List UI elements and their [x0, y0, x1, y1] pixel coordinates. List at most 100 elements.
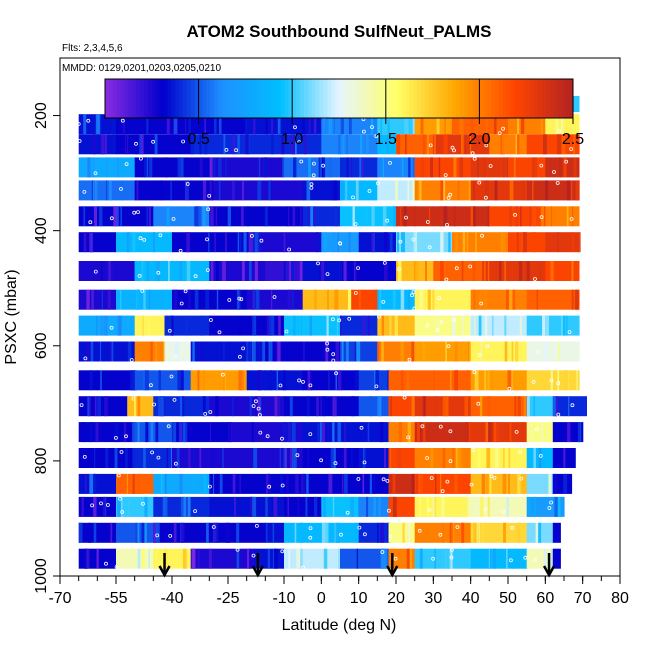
heatmap-streak	[142, 134, 144, 155]
heatmap-streak	[218, 114, 222, 135]
sample-point	[203, 411, 208, 416]
heatmap-streak	[225, 232, 227, 253]
heatmap-streak	[276, 370, 278, 391]
heatmap-streak	[126, 473, 128, 494]
heatmap-streak	[142, 315, 144, 336]
heatmap-streak	[377, 341, 380, 362]
heatmap-cell	[116, 473, 154, 494]
heatmap-streak	[545, 180, 549, 201]
sample-point	[309, 182, 314, 187]
heatmap-streak	[508, 473, 510, 494]
heatmap-streak	[378, 496, 381, 517]
heatmap-cell	[552, 473, 573, 494]
colorbar-segment	[436, 79, 441, 118]
heatmap-streak	[166, 448, 169, 468]
heatmap-streak	[291, 261, 294, 281]
heatmap-streak	[183, 496, 187, 517]
heatmap-streak	[561, 134, 566, 155]
heatmap-streak	[443, 180, 446, 201]
heatmap-streak	[180, 370, 184, 391]
heatmap-streak	[488, 422, 490, 443]
heatmap-streak	[164, 157, 168, 178]
sample-point	[492, 475, 497, 480]
heatmap-streak	[384, 448, 386, 468]
heatmap-streak	[342, 134, 345, 155]
colorbar-segment	[264, 79, 270, 118]
heatmap-streak	[366, 206, 368, 227]
heatmap-streak	[120, 289, 122, 310]
colorbar-segment	[229, 79, 235, 118]
heatmap-cell	[78, 232, 117, 253]
sample-point	[334, 371, 339, 376]
heatmap-streak	[408, 157, 411, 178]
heatmap-streak	[504, 341, 508, 362]
heatmap-streak	[219, 473, 223, 494]
sample-point	[124, 162, 129, 167]
heatmap-streak	[333, 180, 337, 201]
heatmap-streak	[488, 473, 492, 494]
colorbar-segment	[116, 79, 122, 118]
heatmap-streak	[389, 232, 393, 253]
heatmap-streak	[521, 232, 524, 253]
heatmap-cell	[433, 261, 490, 281]
heatmap-streak	[450, 370, 452, 391]
heatmap-cell	[526, 422, 554, 443]
sample-point	[330, 317, 335, 322]
heatmap-streak	[419, 496, 422, 517]
heatmap-streak	[330, 180, 335, 201]
heatmap-streak	[549, 341, 554, 362]
heatmap-streak	[344, 473, 348, 494]
sample-point	[156, 270, 161, 275]
heatmap-streak	[127, 134, 129, 155]
heatmap-streak	[522, 232, 527, 253]
heatmap-streak	[292, 448, 295, 468]
heatmap-streak	[380, 548, 383, 569]
sample-point	[388, 534, 393, 539]
heatmap-streak	[413, 232, 416, 253]
sample-point	[193, 509, 198, 514]
sample-point	[193, 274, 198, 279]
heatmap-streak	[340, 180, 345, 201]
heatmap-streak	[533, 341, 536, 362]
sample-point	[377, 314, 381, 319]
heatmap-streak	[454, 370, 458, 391]
heatmap-streak	[277, 396, 280, 417]
heatmap-streak	[394, 315, 398, 336]
heatmap-cell	[452, 232, 509, 253]
heatmap-cell	[302, 370, 360, 391]
sample-point	[446, 344, 451, 349]
colorbar-segment	[241, 79, 246, 118]
heatmap-streak	[146, 206, 148, 227]
sample-point	[235, 547, 240, 552]
heatmap-streak	[96, 370, 99, 391]
heatmap-streak	[87, 522, 92, 543]
sample-point	[141, 501, 145, 506]
heatmap-streak	[245, 134, 249, 155]
sample-point	[410, 293, 414, 298]
heatmap-streak	[461, 522, 465, 543]
heatmap-streak	[173, 289, 178, 310]
heatmap-streak	[254, 261, 258, 281]
heatmap-streak	[444, 114, 446, 135]
heatmap-streak	[237, 232, 240, 253]
heatmap-streak	[296, 548, 301, 569]
sample-point	[249, 233, 254, 238]
heatmap-streak	[224, 370, 226, 391]
heatmap-streak	[515, 134, 517, 155]
heatmap-streak	[148, 315, 150, 336]
sample-point	[351, 195, 355, 200]
heatmap-streak	[106, 180, 108, 201]
heatmap-streak	[533, 396, 535, 417]
heatmap-streak	[153, 232, 155, 253]
heatmap-streak	[94, 473, 97, 494]
heatmap-streak	[308, 206, 311, 227]
heatmap-streak	[409, 548, 412, 569]
heatmap-streak	[509, 180, 514, 201]
heatmap-streak	[303, 341, 305, 362]
colorbar-segment	[342, 79, 348, 118]
colorbar-segment	[432, 79, 437, 118]
heatmap-streak	[307, 396, 310, 417]
heatmap-streak	[321, 522, 326, 543]
heatmap-streak	[506, 289, 510, 310]
heatmap-cell	[470, 496, 528, 517]
